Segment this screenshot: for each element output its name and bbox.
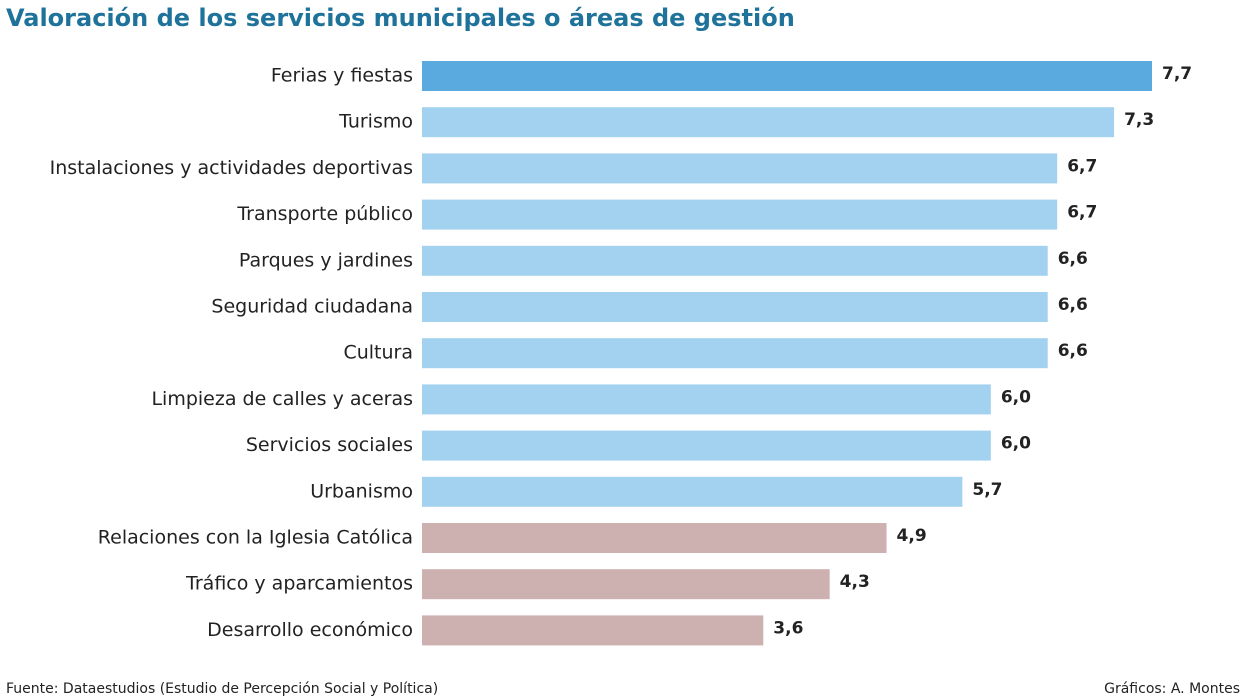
bar (422, 615, 764, 646)
bar (422, 153, 1058, 184)
category-label: Transporte público (236, 203, 413, 225)
category-label: Cultura (343, 342, 413, 364)
value-label: 6,0 (1001, 434, 1031, 454)
value-label: 6,7 (1067, 156, 1097, 176)
bar (422, 199, 1058, 230)
category-label: Turismo (338, 111, 413, 133)
value-label: 7,7 (1162, 64, 1192, 84)
bar (422, 569, 830, 600)
category-label: Urbanismo (310, 480, 413, 502)
value-label: 6,6 (1058, 341, 1088, 361)
bar (422, 523, 887, 553)
category-label: Instalaciones y actividades deportivas (50, 157, 413, 179)
value-label: 5,7 (972, 480, 1002, 500)
bar (422, 61, 1152, 91)
category-label: Limpieza de calles y aceras (151, 388, 413, 410)
value-label: 6,7 (1067, 203, 1097, 223)
category-label: Relaciones con la Iglesia Católica (98, 527, 413, 549)
value-label: 7,3 (1124, 110, 1154, 130)
category-label: Tráfico y aparcamientos (185, 573, 413, 595)
category-label: Parques y jardines (239, 249, 413, 271)
category-label: Seguridad ciudadana (211, 296, 413, 318)
credit: Gráficos: A. Montes (1104, 681, 1240, 697)
bar (422, 292, 1048, 322)
source: Fuente: Dataestudios (Estudio de Percepc… (6, 681, 438, 697)
bar (422, 384, 991, 415)
value-label: 6,6 (1058, 295, 1088, 315)
category-label: Desarrollo económico (207, 619, 413, 641)
value-label: 6,6 (1058, 249, 1088, 269)
bar (422, 107, 1115, 138)
value-label: 6,0 (1001, 387, 1031, 407)
bar (422, 430, 991, 461)
value-label: 4,9 (897, 526, 927, 546)
bar (422, 338, 1048, 369)
value-label: 3,6 (773, 618, 803, 638)
category-label: Ferias y fiestas (271, 65, 413, 87)
chart-title: Valoración de los servicios municipales … (6, 4, 795, 32)
category-label: Servicios sociales (246, 434, 413, 456)
bar (422, 245, 1048, 276)
value-label: 4,3 (840, 572, 870, 592)
bar (422, 476, 963, 507)
